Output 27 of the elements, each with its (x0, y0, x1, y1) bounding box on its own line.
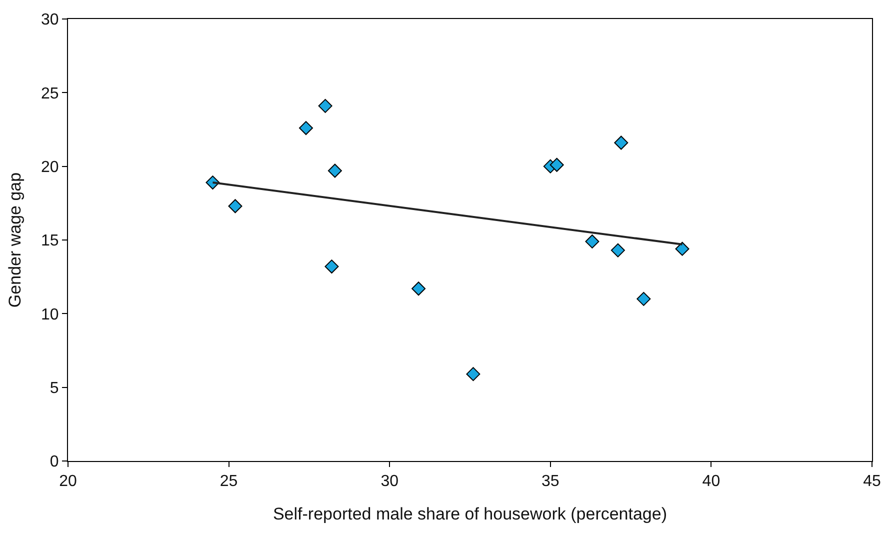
y-tick-label: 30 (41, 12, 59, 29)
point (675, 242, 690, 256)
point (610, 243, 625, 258)
y-tick-label: 15 (41, 232, 59, 250)
x-tick-label: 35 (542, 473, 560, 490)
y-axis-title: Gender wage gap (6, 172, 25, 308)
point (466, 367, 480, 382)
point (614, 136, 628, 150)
x-tick-label: 25 (220, 473, 238, 490)
point (412, 282, 426, 296)
x-tick-label: 30 (380, 473, 399, 490)
x-tick-label: 45 (863, 473, 881, 490)
point (324, 260, 339, 274)
y-tick-label: 10 (41, 306, 59, 324)
point (550, 158, 564, 172)
point (585, 234, 600, 248)
y-tick-label: 25 (41, 85, 59, 102)
y-tick-label: 20 (41, 158, 59, 176)
y-tick-label: 5 (50, 380, 59, 397)
point (228, 199, 242, 214)
x-tick-label: 40 (702, 473, 720, 490)
x-axis-title: Self-reported male share of housework (percentage) (272, 504, 668, 524)
y-tick-label: 0 (50, 454, 59, 471)
point (318, 98, 332, 113)
point (636, 292, 651, 306)
point (298, 121, 313, 136)
point (328, 164, 342, 178)
